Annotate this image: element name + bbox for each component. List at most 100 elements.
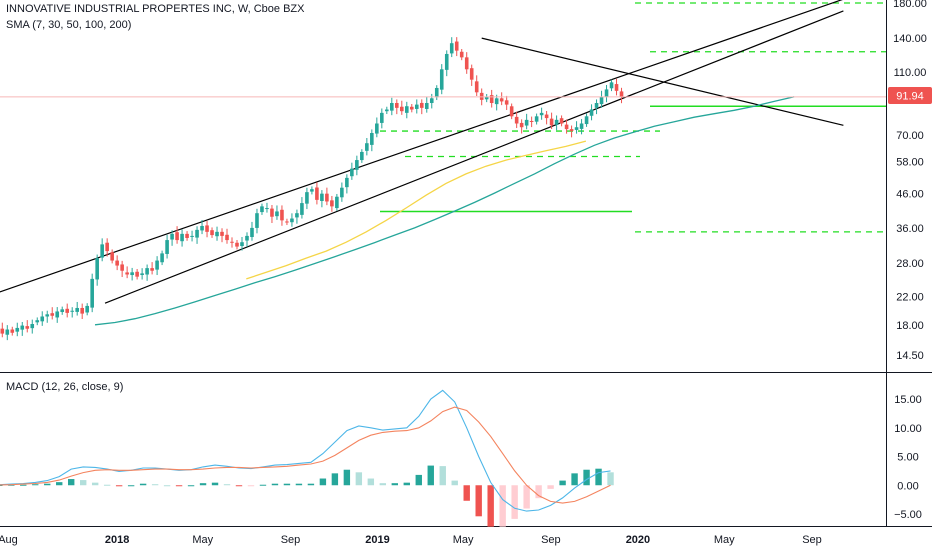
macd-histogram-bar [235,485,243,487]
price-tick-label: 36.00 [896,223,924,235]
candle-body [30,324,35,329]
candle-body [519,122,524,128]
macd-histogram-bar [247,485,255,487]
macd-panel[interactable] [0,389,614,527]
candle-body [230,241,234,243]
price-tick-label: 70.00 [896,130,924,142]
macd-tick-label: 10.00 [894,423,922,435]
candle-body [574,127,579,130]
candle-body [559,118,564,124]
candlesticks [0,37,624,341]
candle-body [310,189,314,192]
macd-tick-label: 15.00 [894,394,922,406]
macd-histogram-bar [79,480,87,486]
candle-body [305,192,309,204]
macd-histogram-bar [91,482,99,486]
macd-histogram-bar [163,485,171,487]
macd-histogram-bar [607,472,614,486]
macd-histogram-bar [583,469,590,486]
candle-body [265,208,269,210]
candle-body [449,43,454,54]
candle-body [355,160,359,170]
candle-body [50,313,55,316]
macd-histogram-bar [559,480,566,486]
candle-body [60,309,65,313]
candle-body [325,193,329,202]
candle-body [479,92,484,100]
candle-body [335,196,339,209]
macd-histogram-bar [127,485,135,487]
candle-body [40,316,45,322]
candle-body [45,314,50,317]
candle-body [270,208,274,217]
macd-histogram-bar [331,473,339,486]
candle-body [549,118,554,126]
time-tick-label: Sep [541,534,561,546]
trendlines[interactable] [0,0,844,304]
time-axis[interactable]: Aug 2018 May Sep 2019 May Sep 2020 May Sep [0,534,822,546]
candle-body [569,129,574,132]
price-tick-label: 18.00 [896,320,924,332]
candle-body [145,268,149,275]
candle-body [175,232,179,241]
candle-body [539,112,544,116]
time-tick-label: 2018 [105,534,129,546]
candle-body [260,206,264,213]
candle-body [489,95,494,104]
candle-body [484,96,489,100]
time-tick-label: May [192,534,213,546]
candle-body [85,305,89,313]
price-axis[interactable]: 180.00 140.00 110.00 70.00 58.00 46.00 36.00 28… [893,0,927,362]
candle-body [75,307,79,312]
candle-body [35,320,40,323]
candle-body [619,91,624,97]
macd-histogram-bar [343,469,351,486]
candle-body [280,209,284,221]
time-tick-label: May [453,534,474,546]
candle-body [409,106,414,110]
candle-body [155,260,159,270]
horizontal-levels [380,2,886,233]
trendline [104,10,844,304]
macd-histogram-bar [295,483,303,486]
candle-body [459,51,464,58]
candle-body [375,123,379,134]
macd-histogram-bar [44,483,51,486]
macd-histogram-bar [415,474,422,486]
candle-body [340,187,344,198]
candle-body [70,310,75,312]
trendline [0,0,843,293]
last-price-tag: 91.94 [888,87,932,104]
candle-body [10,329,15,333]
candle-body [285,221,289,223]
candle-body [434,87,439,98]
candle-body [120,264,124,271]
candle-body [584,116,589,125]
price-tick-label: 22.00 [896,292,924,304]
trendline [481,37,844,126]
macd-histogram-bar [547,485,554,489]
candle-body [504,100,509,105]
candle-body [185,233,189,238]
chart-title: INNOVATIVE INDUSTRIAL PROPERTES INC, W, … [6,3,305,15]
candle-body [514,116,519,124]
macd-histogram-bar [391,483,399,486]
candle-body [469,68,474,80]
candle-body [395,103,399,108]
candle-body [604,89,609,97]
macd-histogram-bar [223,484,231,486]
macd-axis[interactable]: 15.00 10.00 5.00 0.00 −5.00 [894,394,922,521]
candle-body [390,103,394,111]
candle-body [240,242,244,247]
candle-body [165,240,169,254]
candle-body [429,98,434,104]
candle-body [110,252,114,261]
macd-histogram-bar [439,466,446,486]
macd-histogram-bar [487,485,494,527]
macd-label: MACD (12, 26, close, 9) [6,381,124,393]
candle-body [125,272,129,275]
candle-body [220,231,224,236]
candle-body [215,231,219,237]
price-panel[interactable] [0,0,886,372]
